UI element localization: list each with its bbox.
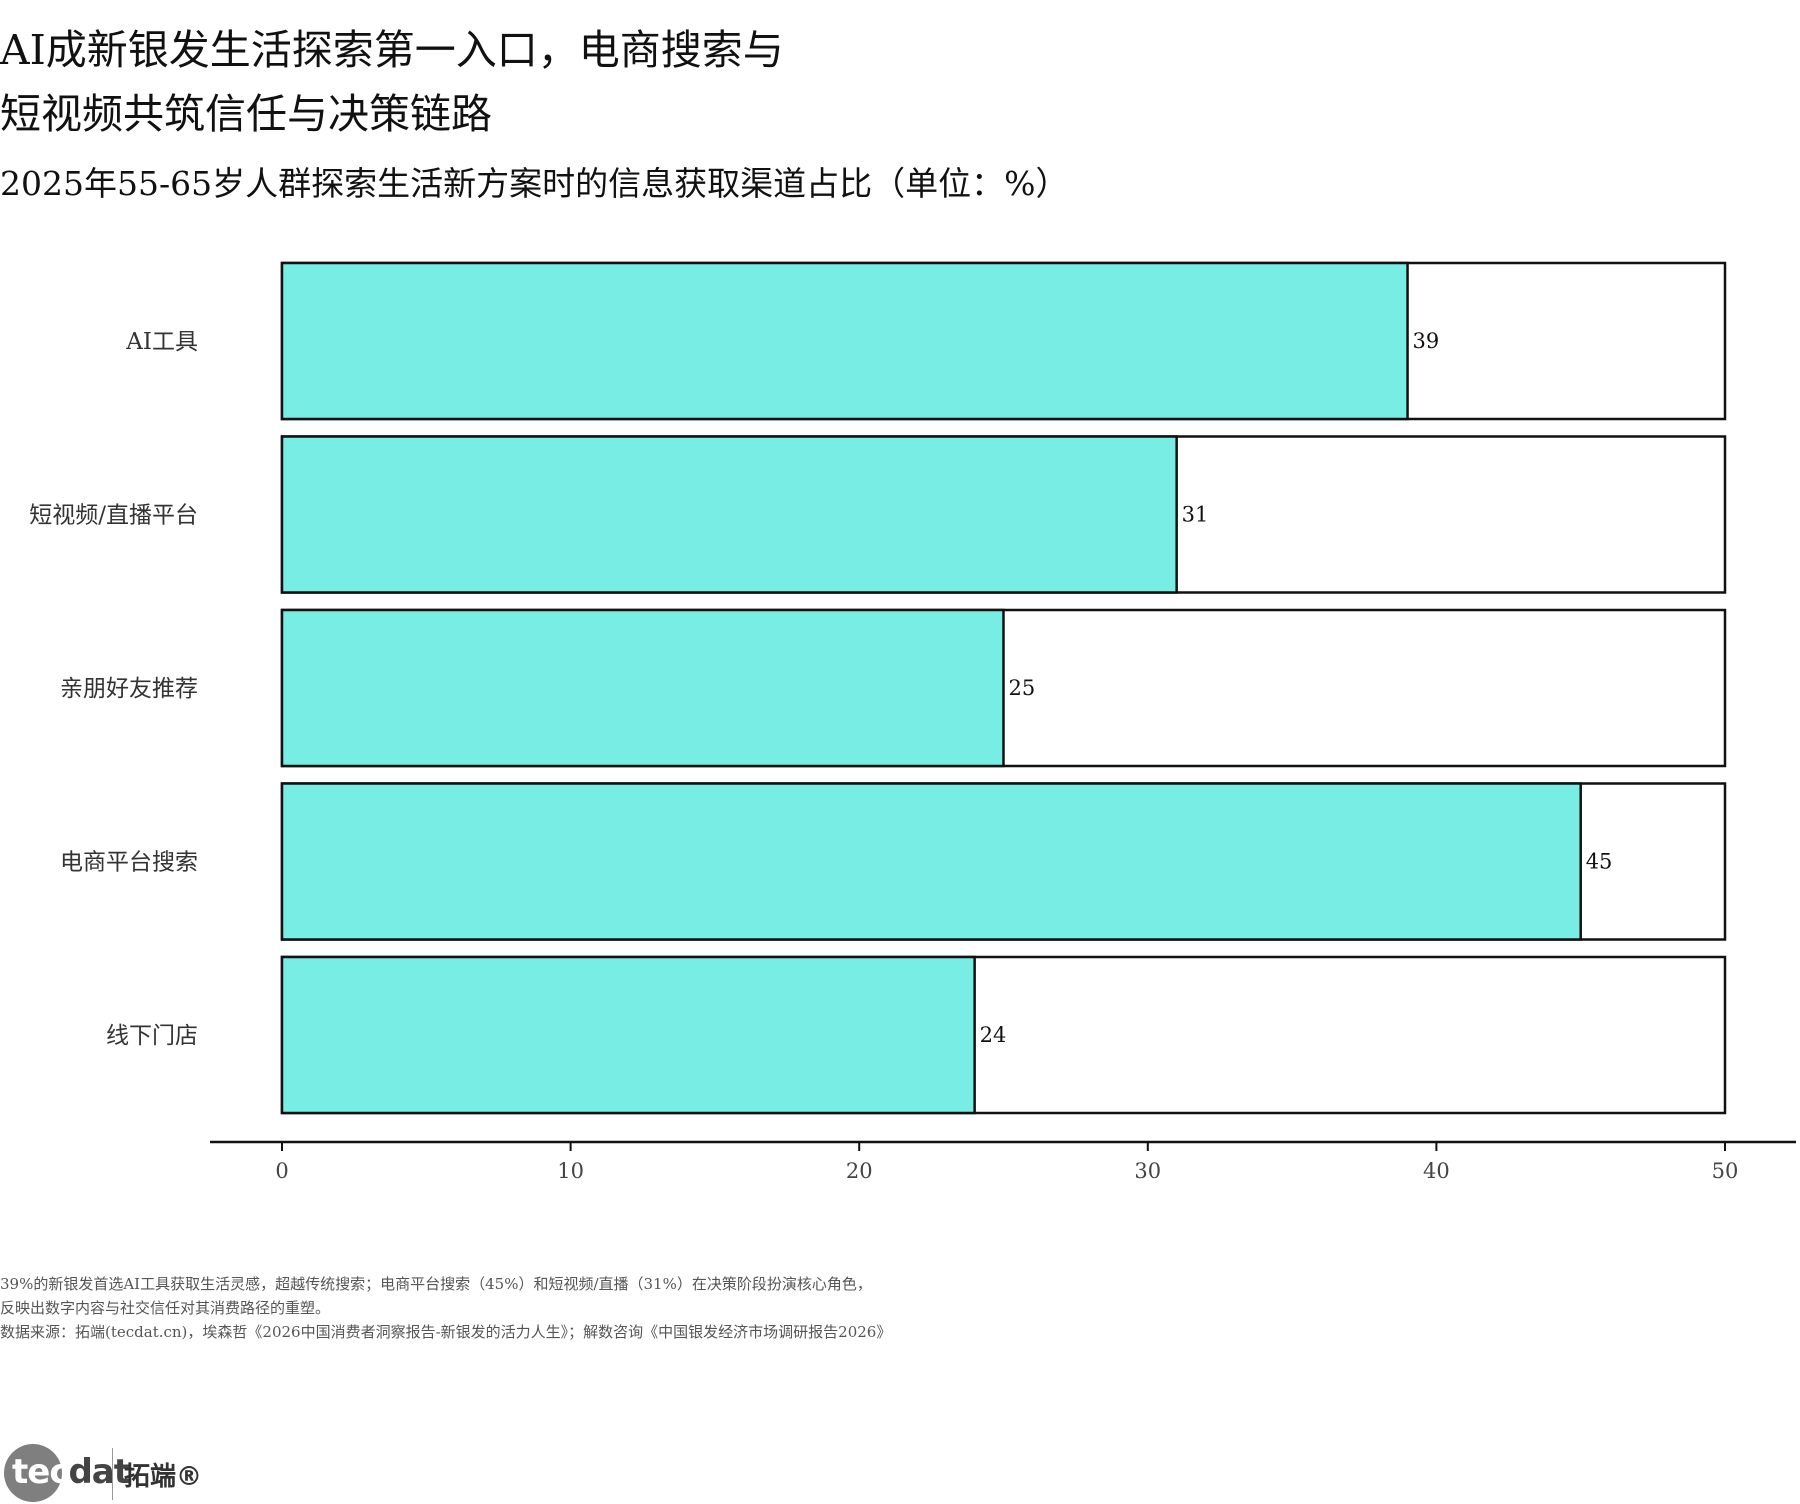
x-tick-label: 30 bbox=[1134, 1159, 1161, 1183]
page-title: AI成新银发生活探索第一入口，电商搜索与 短视频共筑信任与决策链路 bbox=[0, 18, 1000, 146]
logo-divider bbox=[112, 1448, 113, 1500]
category-label: 短视频/直播平台 bbox=[29, 503, 198, 529]
bar-chart: 39 AI工具 31 短视频/直播平台 25 亲朋好友推荐 45 电商平台搜索 24 线下门店 0 1… bbox=[29, 261, 1796, 1183]
bar bbox=[280, 608, 1005, 768]
logo-brand-cn: 拓端® bbox=[124, 1462, 203, 1492]
x-tick-label: 40 bbox=[1423, 1159, 1450, 1183]
data-label: 45 bbox=[1586, 850, 1613, 874]
category-label: 电商平台搜索 bbox=[60, 850, 198, 876]
logo-wordmark: tecdat bbox=[12, 1452, 130, 1492]
logo-circle-icon bbox=[4, 1444, 62, 1502]
bar bbox=[280, 782, 1582, 941]
category-label: AI工具 bbox=[125, 329, 198, 355]
data-label: 24 bbox=[980, 1023, 1007, 1047]
chart-subtitle: 2025年55-65岁人群探索生活新方案时的信息获取渠道占比（单位：%） bbox=[0, 164, 1069, 203]
bar bbox=[280, 261, 1409, 421]
data-source: 数据来源：拓端(tecdat.cn)，埃森哲《2026中国消费者洞察报告-新银发… bbox=[0, 1323, 892, 1341]
data-label: 25 bbox=[1009, 676, 1036, 700]
tecdat-logo: tecdat 拓端® bbox=[4, 1440, 244, 1504]
x-tick-label: 20 bbox=[846, 1159, 873, 1183]
x-tick-label: 10 bbox=[557, 1159, 584, 1183]
x-tick-label: 0 bbox=[275, 1159, 288, 1183]
category-label: 线下门店 bbox=[106, 1023, 198, 1049]
x-tick-label: 50 bbox=[1712, 1159, 1739, 1183]
footer-notes: 39%的新银发首选AI工具获取生活灵感，超越传统搜索；电商平台搜索（45%）和短… bbox=[0, 1272, 1200, 1344]
note-line-2: 反映出数字内容与社交信任对其消费路径的重塑。 bbox=[0, 1299, 331, 1317]
data-label: 31 bbox=[1182, 503, 1209, 527]
category-label: 亲朋好友推荐 bbox=[60, 676, 198, 702]
bar bbox=[280, 435, 1178, 594]
note-line-1: 39%的新银发首选AI工具获取生活灵感，超越传统搜索；电商平台搜索（45%）和短… bbox=[0, 1275, 872, 1293]
bar bbox=[280, 955, 976, 1115]
data-label: 39 bbox=[1413, 329, 1440, 353]
title-line-1: AI成新银发生活探索第一入口，电商搜索与 bbox=[0, 26, 784, 74]
title-line-2: 短视频共筑信任与决策链路 bbox=[0, 90, 492, 138]
